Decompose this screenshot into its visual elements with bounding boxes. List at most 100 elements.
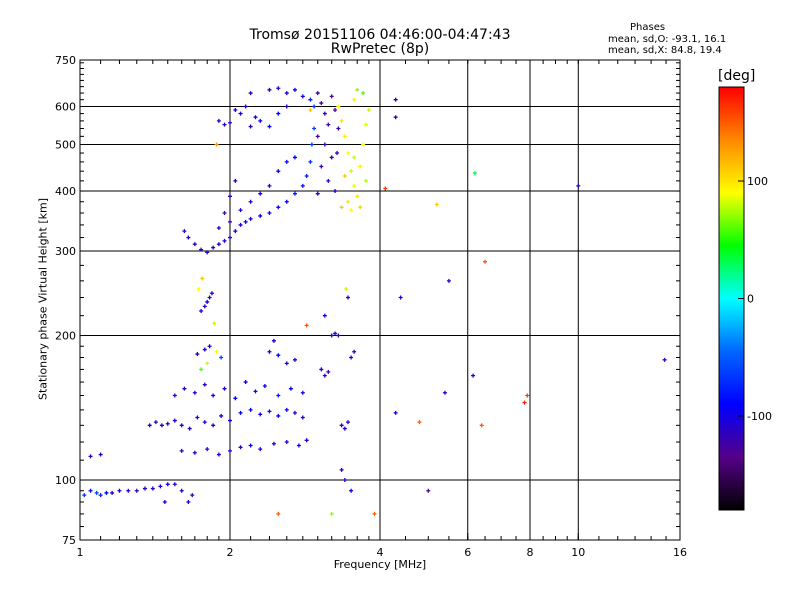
echo-point [284, 159, 289, 164]
echo-point [308, 97, 313, 102]
echo-point [172, 418, 177, 423]
echo-point [315, 191, 320, 196]
echo-point [483, 259, 488, 264]
echo-point [207, 344, 212, 349]
echo-point [292, 87, 297, 92]
echo-point [329, 333, 334, 338]
y-tick-label: 500 [55, 139, 76, 152]
echo-point [202, 382, 207, 387]
y-tick-label: 600 [55, 101, 76, 114]
echo-point [212, 321, 217, 326]
colorbar-tick-label: -100 [747, 410, 772, 423]
echo-point [349, 208, 354, 213]
echo-point [339, 423, 344, 428]
echo-point [349, 488, 354, 493]
echo-point [383, 186, 388, 191]
echo-point [312, 126, 317, 131]
echo-point [222, 386, 227, 391]
echo-point [479, 423, 484, 428]
echo-point [233, 108, 238, 113]
echo-point [214, 142, 219, 147]
echo-point [276, 413, 281, 418]
echo-point [292, 357, 297, 362]
echo-point [329, 155, 334, 160]
echo-point [284, 440, 289, 445]
echo-point [243, 104, 248, 109]
echo-point [276, 111, 281, 116]
echo-point [192, 390, 197, 395]
x-tick-label: 8 [527, 546, 534, 559]
echo-point [326, 178, 331, 183]
echo-point [372, 511, 377, 516]
axis-ticks: 1 2 4 6 8 10 16 75 100 200 300 400 500 600 750 [55, 54, 687, 559]
echo-point [126, 488, 131, 493]
echo-point [258, 191, 263, 196]
y-tick-label: 200 [55, 330, 76, 343]
echo-point [267, 211, 272, 216]
phases-x-stats: mean, sd,X: 84.8, 19.4 [608, 45, 722, 56]
echo-point [179, 448, 184, 453]
echo-point [195, 352, 200, 357]
echo-point [304, 438, 309, 443]
echo-point [276, 86, 281, 91]
echo-point [329, 94, 334, 99]
x-tick-label: 10 [571, 546, 585, 559]
echo-point [267, 409, 272, 414]
echo-point [214, 349, 219, 354]
phases-heading: Phases [630, 22, 666, 33]
echo-point [333, 189, 338, 194]
grid-lines [80, 60, 680, 540]
echo-point [153, 420, 158, 425]
y-tick-label: 100 [55, 474, 76, 487]
echo-point [322, 373, 327, 378]
echo-point [309, 142, 314, 147]
echo-point [292, 155, 297, 160]
echo-point [182, 229, 187, 234]
echo-point [344, 287, 349, 292]
echo-point [219, 413, 224, 418]
echo-point [267, 124, 272, 129]
colorbar-unit-label: [deg] [718, 68, 756, 84]
echo-point [258, 412, 263, 417]
echo-point [288, 386, 293, 391]
x-tick-label: 1 [77, 546, 84, 559]
echo-point [315, 91, 320, 96]
echo-point [364, 122, 369, 127]
echo-point [300, 183, 305, 188]
y-tick-label: 750 [55, 54, 76, 67]
echo-point [196, 287, 201, 292]
echo-point [211, 423, 216, 428]
echo-point [662, 357, 667, 362]
echo-point [398, 295, 403, 300]
echo-point [315, 134, 320, 139]
echo-point [339, 205, 344, 210]
echo-point [211, 393, 216, 398]
echo-point [366, 108, 371, 113]
echo-point [284, 361, 289, 366]
echo-point [345, 151, 350, 156]
echo-point [292, 410, 297, 415]
echo-point [238, 445, 243, 450]
echo-point [393, 410, 398, 415]
echo-point [192, 450, 197, 455]
echo-point [352, 97, 357, 102]
echo-point [186, 499, 191, 504]
echo-point [205, 250, 210, 255]
echo-point [216, 226, 221, 231]
echo-point [253, 389, 258, 394]
x-tick-label: 6 [464, 546, 471, 559]
echo-point [322, 111, 327, 116]
echo-point [284, 407, 289, 412]
echo-point [304, 173, 309, 178]
echo-point [199, 247, 204, 252]
x-tick-label: 16 [673, 546, 687, 559]
echo-point [342, 426, 347, 431]
echo-point [352, 155, 357, 160]
echo-point [333, 331, 338, 336]
echo-point [186, 235, 191, 240]
echo-point [228, 120, 232, 125]
x-tick-label: 4 [377, 546, 384, 559]
echo-point [209, 291, 214, 296]
echo-point [271, 441, 276, 446]
